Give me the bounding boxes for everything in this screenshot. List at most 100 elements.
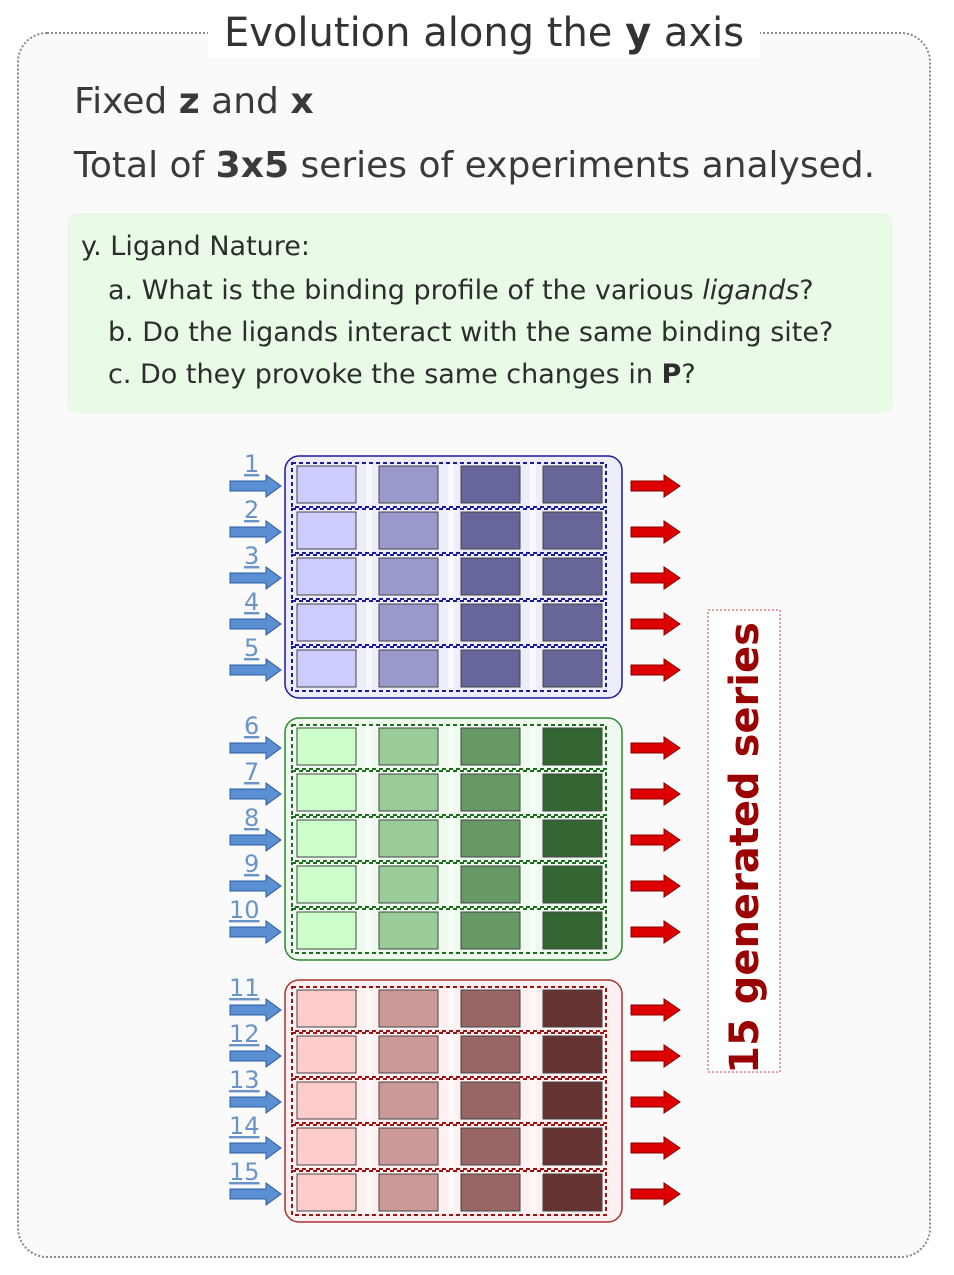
cell-red-1-2 [378,989,439,1028]
question-c: c. Do they provoke the same changes in P… [108,359,696,390]
output-arrow-13 [630,1090,681,1114]
cell-green-3-2 [378,819,439,858]
column-gap-blue-0 [366,462,372,692]
input-arrow-9 [229,874,282,898]
row-frame-blue-5 [291,646,607,692]
input-arrow-1 [229,474,282,498]
cell-blue-3-2 [378,557,439,596]
questions-heading: y. Ligand Nature: [81,231,311,262]
row-frame-green-2 [291,770,607,816]
output-arrow-2 [630,520,681,544]
input-arrow-4 [229,612,282,636]
cell-red-5-2 [378,1173,439,1212]
cell-blue-1-4 [542,465,603,504]
output-arrow-3 [630,566,681,590]
cell-red-4-3 [460,1127,521,1166]
cell-red-3-2 [378,1081,439,1120]
cell-red-3-3 [460,1081,521,1120]
cell-green-5-4 [542,911,603,950]
cell-red-1-1 [296,989,357,1028]
cell-blue-5-3 [460,649,521,688]
cell-green-5-1 [296,911,357,950]
output-arrow-12 [630,1044,681,1068]
cell-red-5-3 [460,1173,521,1212]
row-frame-red-1 [291,986,607,1032]
cell-green-4-3 [460,865,521,904]
cell-green-3-1 [296,819,357,858]
output-arrow-11 [630,998,681,1022]
series-number-5: 5 [244,634,259,662]
cell-blue-3-1 [296,557,357,596]
cell-blue-2-3 [460,511,521,550]
cell-blue-2-1 [296,511,357,550]
cell-blue-4-2 [378,603,439,642]
cell-red-4-2 [378,1127,439,1166]
series-number-3: 3 [244,542,259,570]
page-title: Evolution along the y axis [208,8,761,58]
cell-blue-3-4 [542,557,603,596]
cell-blue-4-1 [296,603,357,642]
row-frame-red-4 [291,1124,607,1170]
input-arrow-8 [229,828,282,852]
series-number-7: 7 [244,758,259,786]
cell-green-2-2 [378,773,439,812]
cell-red-3-4 [542,1081,603,1120]
column-gap-green-2 [530,724,536,954]
series-number-9: 9 [244,850,259,878]
cell-blue-1-3 [460,465,521,504]
cell-green-1-1 [296,727,357,766]
column-gap-blue-1 [448,462,454,692]
cell-red-1-3 [460,989,521,1028]
output-arrow-15 [630,1182,681,1206]
row-frame-red-3 [291,1078,607,1124]
cell-red-5-1 [296,1173,357,1212]
cell-blue-5-4 [542,649,603,688]
output-arrow-14 [630,1136,681,1160]
generated-series-label: 15 generated series [722,622,768,1074]
output-arrow-8 [630,828,681,852]
input-arrow-6 [229,736,282,760]
cell-green-2-1 [296,773,357,812]
row-frame-green-1 [291,724,607,770]
input-arrow-13 [229,1090,282,1114]
series-number-4: 4 [244,588,259,616]
cell-blue-5-1 [296,649,357,688]
cell-green-2-4 [542,773,603,812]
cell-red-4-1 [296,1127,357,1166]
output-arrow-4 [630,612,681,636]
cell-blue-4-3 [460,603,521,642]
column-gap-green-1 [448,724,454,954]
input-arrow-12 [229,1044,282,1068]
output-arrow-1 [630,474,681,498]
series-number-10: 10 [229,896,260,924]
series-number-15: 15 [229,1158,260,1186]
cell-blue-1-1 [296,465,357,504]
cell-green-5-2 [378,911,439,950]
cell-green-1-2 [378,727,439,766]
input-arrow-10 [229,920,282,944]
input-arrow-3 [229,566,282,590]
input-arrow-7 [229,782,282,806]
cell-blue-3-3 [460,557,521,596]
series-number-11: 11 [229,974,260,1002]
column-gap-red-2 [530,986,536,1216]
cell-red-5-4 [542,1173,603,1212]
row-frame-blue-2 [291,508,607,554]
fixed-axes-text: Fixed z and x [74,81,314,122]
row-frame-green-3 [291,816,607,862]
cell-green-4-4 [542,865,603,904]
cell-green-3-3 [460,819,521,858]
series-number-6: 6 [244,712,259,740]
output-arrow-10 [630,920,681,944]
input-arrow-2 [229,520,282,544]
cell-green-4-1 [296,865,357,904]
cell-blue-4-4 [542,603,603,642]
question-b: b. Do the ligands interact with the same… [108,317,834,348]
row-frame-blue-1 [291,462,607,508]
input-arrow-11 [229,998,282,1022]
row-frame-blue-3 [291,554,607,600]
row-frame-green-4 [291,862,607,908]
cell-green-2-3 [460,773,521,812]
cell-blue-1-2 [378,465,439,504]
